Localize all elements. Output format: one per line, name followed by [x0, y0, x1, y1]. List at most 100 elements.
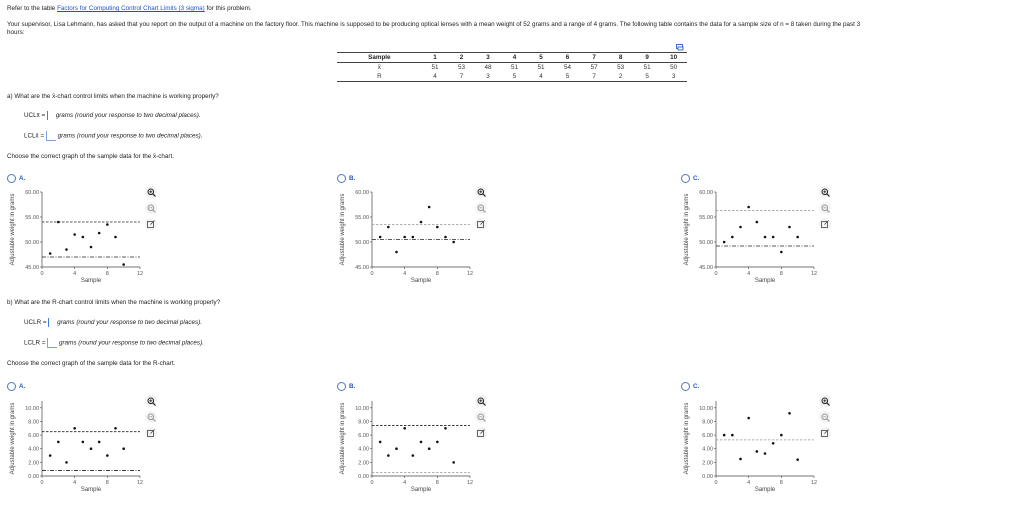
table-cell: 7	[580, 72, 608, 82]
data-point	[747, 205, 750, 209]
data-point	[411, 235, 415, 239]
radio-xbar-b[interactable]	[337, 174, 346, 183]
svg-text:2.00: 2.00	[358, 460, 369, 466]
popout-icon[interactable]	[819, 427, 831, 439]
popout-icon[interactable]	[145, 427, 157, 439]
ucl-xbar-row: UCLx̄ = grams (round your response to tw…	[24, 111, 201, 120]
data-point	[387, 225, 390, 229]
x-axis-label: Sample	[81, 278, 102, 284]
data-point	[763, 235, 767, 239]
data-point	[780, 250, 783, 254]
copy-icon[interactable]	[676, 44, 684, 53]
data-point	[73, 426, 76, 430]
svg-text:60.00: 60.00	[355, 190, 369, 196]
ucl-r-input[interactable]	[48, 318, 56, 327]
data-point	[452, 461, 455, 464]
header-sample-2: 2	[448, 52, 475, 63]
data-point	[57, 220, 60, 224]
data-point	[436, 225, 439, 229]
y-axis-label: Adjustable weight in grams	[10, 403, 16, 475]
data-point	[731, 235, 734, 239]
zoom-in-icon[interactable]	[475, 186, 487, 198]
radio-r-c[interactable]	[681, 382, 690, 391]
data-point	[89, 245, 93, 249]
zoom-out-icon[interactable]	[819, 202, 831, 214]
svg-text:8: 8	[780, 480, 783, 486]
table-cell: 51	[537, 64, 545, 71]
header-sample-3: 3	[474, 52, 502, 63]
option-r-c[interactable]: C.	[681, 382, 699, 391]
ucl-xbar-hint: grams (round your response to two decima…	[55, 112, 201, 120]
data-point	[395, 250, 398, 254]
radio-r-b[interactable]	[337, 382, 346, 391]
question-a: a) What are the x̄-chart control limits …	[7, 93, 219, 100]
zoom-in-icon[interactable]	[475, 395, 487, 407]
header-sample-4: 4	[501, 52, 528, 63]
data-point	[796, 235, 799, 239]
popout-icon[interactable]	[145, 218, 157, 230]
popout-icon[interactable]	[475, 427, 487, 439]
data-point	[771, 235, 775, 239]
data-point	[97, 231, 101, 235]
svg-text:45.00: 45.00	[699, 265, 713, 271]
svg-text:50.00: 50.00	[355, 240, 369, 246]
data-point	[722, 433, 726, 437]
option-xbar-a[interactable]: A.	[7, 174, 25, 183]
zoom-in-icon[interactable]	[145, 395, 157, 407]
option-r-a[interactable]: A.	[7, 382, 25, 391]
lcl-xbar-hint: grams (round your response to two decima…	[57, 132, 203, 140]
zoom-out-icon[interactable]	[475, 202, 487, 214]
choose-r-text: Choose the correct graph of the sample d…	[7, 360, 176, 367]
factors-table-link[interactable]: Factors for Computing Control Chart Limi…	[57, 5, 205, 12]
zoom-out-icon[interactable]	[819, 411, 831, 423]
lcl-r-input[interactable]	[47, 338, 58, 348]
option-r-b[interactable]: B.	[337, 382, 355, 391]
zoom-in-icon[interactable]	[819, 186, 831, 198]
ucl-r-label: UCLR =	[24, 319, 47, 327]
radio-xbar-c[interactable]	[681, 174, 690, 183]
x-axis-label: Sample	[411, 278, 432, 284]
data-point	[771, 441, 775, 445]
zoom-out-icon[interactable]	[145, 202, 157, 214]
choose-xbar-text: Choose the correct graph of the sample d…	[7, 153, 174, 160]
option-label: A.	[19, 175, 26, 183]
data-point	[403, 235, 406, 239]
zoom-out-icon[interactable]	[145, 411, 157, 423]
lcl-xbar-input[interactable]	[45, 131, 56, 141]
data-point	[739, 457, 742, 461]
svg-text:10.00: 10.00	[699, 406, 713, 412]
lcl-r-hint: grams (round your response to two decima…	[59, 339, 204, 347]
table-cell: 53	[617, 64, 625, 71]
svg-text:12: 12	[467, 271, 473, 277]
radio-xbar-a[interactable]	[7, 174, 16, 183]
y-axis-label: Adjustable weight in grams	[10, 194, 16, 266]
table-cell: 54	[564, 64, 572, 71]
header-sample: Sample	[337, 52, 422, 63]
radio-r-a[interactable]	[7, 382, 16, 391]
data-point	[780, 433, 783, 437]
zoom-out-icon[interactable]	[475, 411, 487, 423]
popout-icon[interactable]	[475, 218, 487, 230]
header-sample-6: 6	[554, 52, 581, 63]
r-chart-a: Adjustable weight in grams 0.00 2.00 4.00 6.…	[8, 395, 143, 504]
data-point	[395, 447, 398, 451]
data-point	[755, 220, 759, 224]
table-cell: 51	[643, 64, 651, 71]
svg-text:60.00: 60.00	[699, 190, 713, 196]
svg-text:0: 0	[40, 480, 43, 486]
popout-icon[interactable]	[819, 218, 831, 230]
y-axis-label: Adjustable weight in grams	[340, 194, 346, 266]
zoom-in-icon[interactable]	[819, 395, 831, 407]
r-chart-b: Adjustable weight in grams 0.00 2.00 4.00 6.…	[338, 395, 473, 504]
option-xbar-b[interactable]: B.	[337, 174, 355, 183]
table-cell: 2	[607, 72, 634, 82]
zoom-in-icon[interactable]	[145, 186, 157, 198]
problem-text-line1: Your supervisor, Lisa Lehmann, has asked…	[7, 21, 861, 28]
x-axis-label: Sample	[755, 487, 776, 493]
data-point	[65, 461, 68, 464]
ucl-xbar-input[interactable]	[46, 111, 54, 120]
option-xbar-c[interactable]: C.	[681, 174, 699, 183]
data-point	[114, 426, 117, 430]
svg-text:4: 4	[747, 271, 750, 277]
